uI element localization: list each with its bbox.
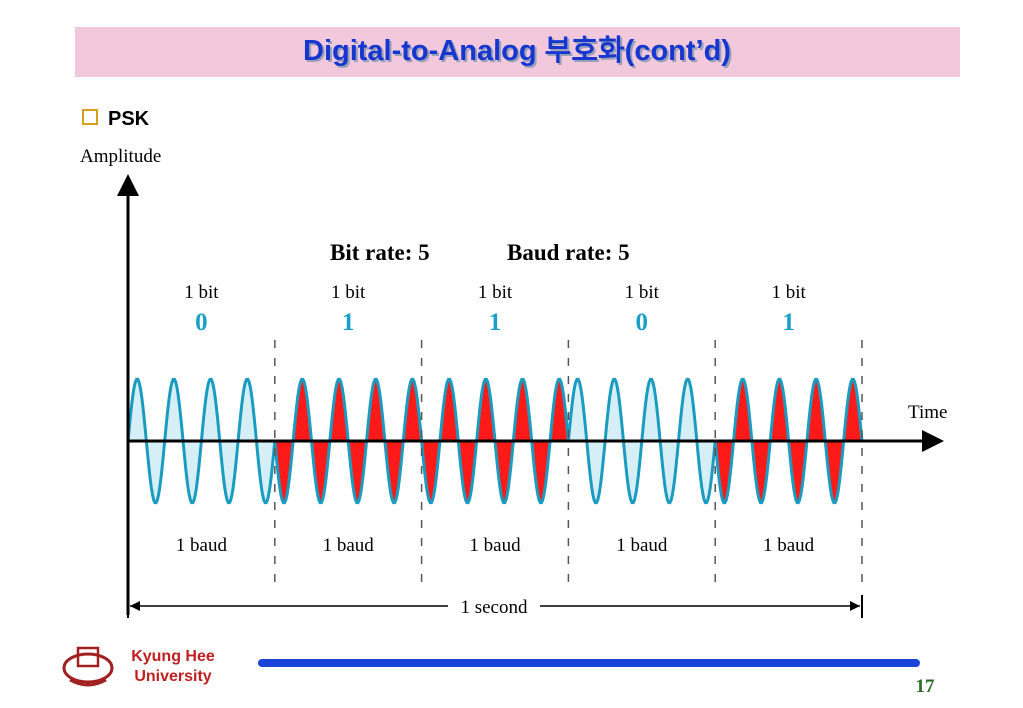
bit-label: 1 bit — [184, 282, 219, 303]
bit-value: 0 — [636, 309, 649, 336]
title: Digital-to-Analog 부호화(cont’d) — [303, 34, 731, 67]
title-bar — [75, 27, 960, 77]
bit-label: 1 bit — [625, 282, 660, 303]
baud-label: 1 baud — [616, 535, 668, 556]
bit-value: 0 — [195, 309, 208, 336]
baud-label: 1 baud — [469, 535, 521, 556]
x-axis-label: Time — [908, 402, 947, 423]
university-logo — [62, 646, 114, 687]
baud-label: 1 baud — [176, 535, 228, 556]
bit-label: 1 bit — [331, 282, 366, 303]
bit-label: 1 bit — [771, 282, 806, 303]
bit-value: 1 — [342, 309, 355, 336]
bullet-text: PSK — [108, 108, 150, 130]
baud-rate: Baud rate: 5 — [507, 240, 630, 265]
university-name: Kyung Hee — [131, 648, 215, 665]
baud-label: 1 baud — [323, 535, 375, 556]
bit-value: 1 — [782, 309, 795, 336]
span-label: 1 second — [460, 597, 528, 618]
page-number: 17 — [916, 676, 936, 697]
title-shadow: Digital-to-Analog 부호화(cont’d) — [305, 36, 733, 69]
baud-label: 1 baud — [763, 535, 815, 556]
bit-value: 1 — [489, 309, 502, 336]
bit-label: 1 bit — [478, 282, 513, 303]
university-name: University — [134, 668, 211, 685]
y-axis-label: Amplitude — [80, 146, 161, 167]
span-label-bg — [448, 594, 540, 618]
bullet-box — [82, 109, 98, 125]
bit-rate: Bit rate: 5 — [330, 240, 430, 265]
